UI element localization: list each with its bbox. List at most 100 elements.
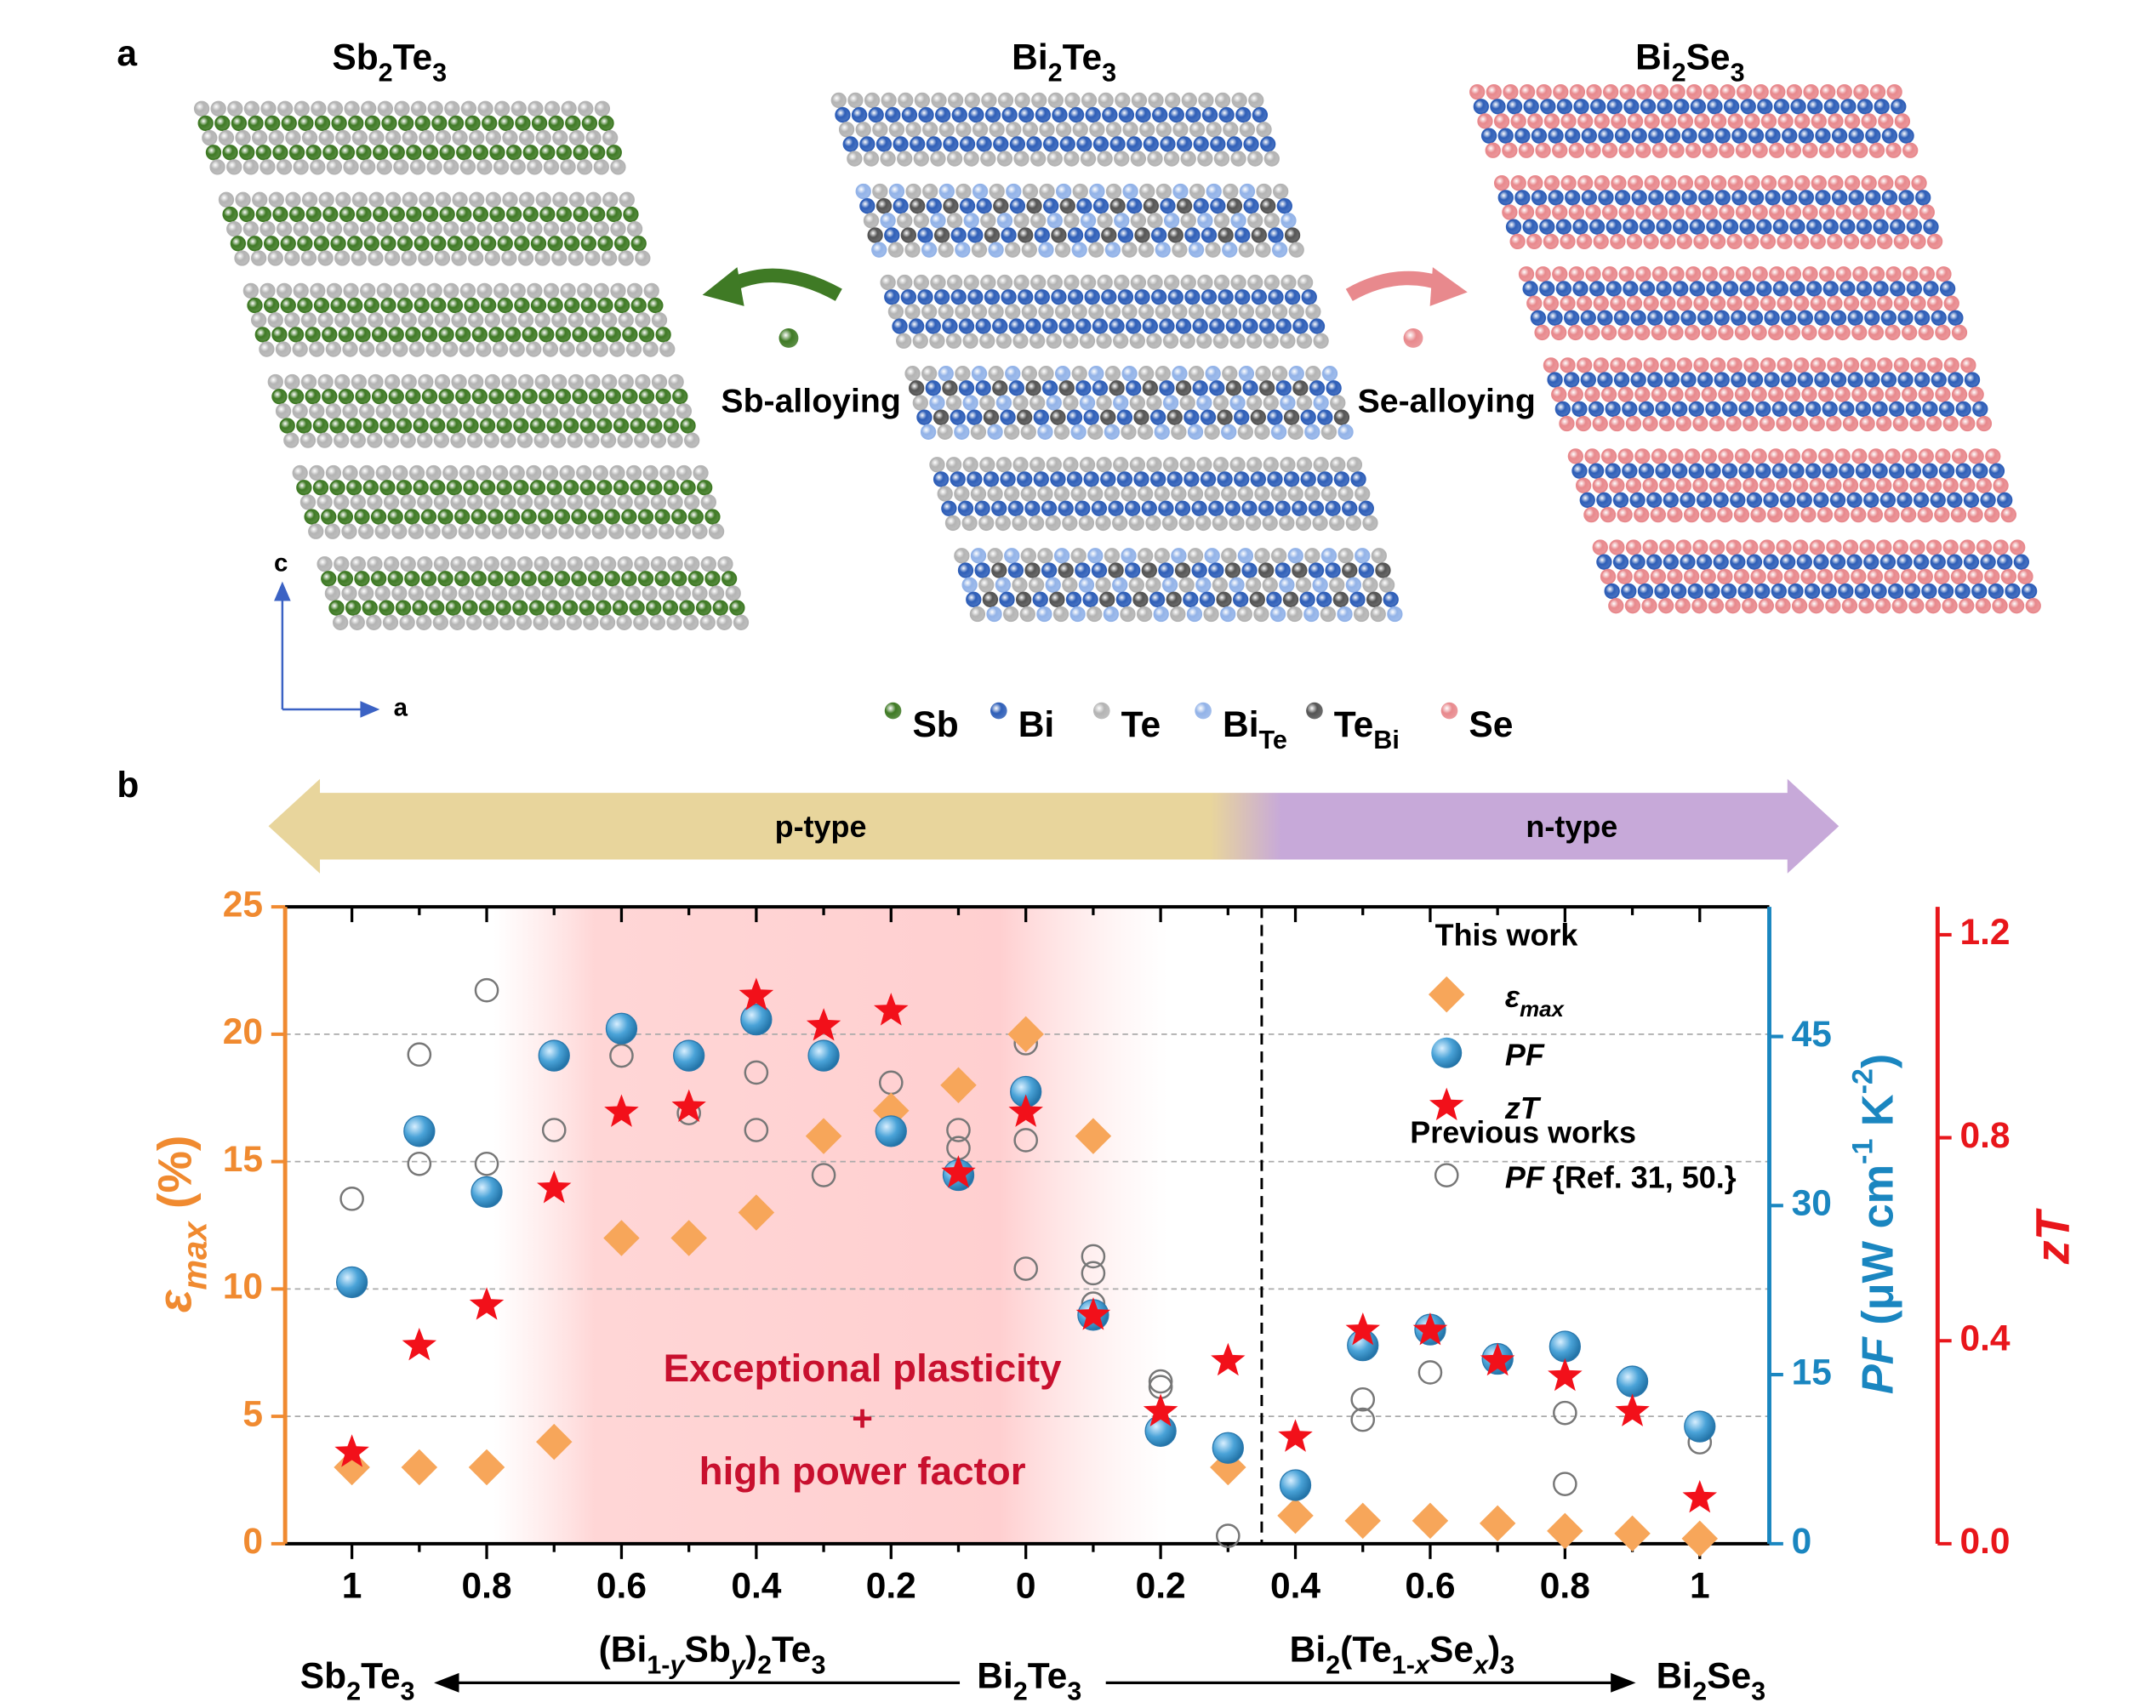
- atom: [529, 480, 546, 496]
- atom: [555, 388, 572, 405]
- atom: [1881, 190, 1898, 206]
- atom: [1846, 554, 1862, 570]
- atom: [430, 480, 446, 496]
- atom: [679, 600, 695, 616]
- atom: [1593, 357, 1609, 373]
- atom: [1053, 486, 1070, 502]
- atom: [1826, 415, 1842, 432]
- atom: [418, 373, 434, 390]
- atom: [1627, 175, 1644, 191]
- atom: [334, 494, 350, 510]
- atom: [1548, 128, 1564, 144]
- atom: [591, 523, 607, 539]
- atom: [929, 457, 945, 473]
- atom: [1785, 142, 1802, 158]
- atom: [1121, 242, 1138, 258]
- atom: [1502, 142, 1518, 158]
- sphere-point: [1549, 1330, 1581, 1363]
- atom: [459, 220, 476, 237]
- atom: [371, 388, 388, 405]
- atom: [974, 562, 990, 578]
- atom: [1688, 401, 1704, 418]
- atom: [576, 341, 592, 357]
- atom: [654, 571, 670, 587]
- atom: [297, 236, 313, 252]
- open-point: [1553, 1400, 1577, 1426]
- atom: [305, 327, 321, 343]
- star-point: [806, 1008, 841, 1041]
- atom: [1739, 281, 1755, 297]
- atom: [1776, 477, 1792, 493]
- atom: [974, 500, 990, 516]
- atom: [1012, 515, 1028, 532]
- atom: [1129, 395, 1146, 411]
- atom: [1810, 233, 1826, 250]
- atom: [496, 480, 512, 496]
- atom: [1727, 175, 1743, 191]
- atom: [1236, 606, 1252, 623]
- atom: [617, 555, 633, 572]
- atom: [1577, 175, 1594, 191]
- atom: [1237, 548, 1254, 564]
- atom: [1635, 204, 1651, 220]
- atom: [556, 145, 573, 161]
- atom: [1243, 198, 1259, 214]
- atom: [1622, 401, 1638, 418]
- atom: [467, 555, 483, 572]
- atom: [1584, 448, 1600, 464]
- atom: [294, 100, 310, 117]
- atom: [1326, 380, 1342, 396]
- atom: [1191, 500, 1207, 516]
- atom: [1740, 99, 1756, 115]
- atom: [1857, 99, 1874, 115]
- atom: [1586, 83, 1602, 100]
- atom: [659, 341, 676, 357]
- atom: [1734, 324, 1751, 341]
- atom: [552, 129, 568, 146]
- atom: [1641, 598, 1657, 614]
- atom: [904, 366, 921, 382]
- atom: [1651, 324, 1668, 341]
- atom: [505, 206, 522, 223]
- atom: [1556, 99, 1573, 115]
- atom: [1245, 577, 1262, 593]
- atom: [1923, 219, 1939, 235]
- atom: [1050, 471, 1066, 487]
- atom: [260, 159, 276, 175]
- atom: [1726, 295, 1742, 311]
- atom: [338, 388, 355, 405]
- atom: [1229, 515, 1245, 532]
- diamond-point: [805, 1118, 842, 1154]
- atom: [1830, 372, 1847, 388]
- atom: [393, 282, 409, 299]
- atom: [508, 523, 524, 539]
- atom: [880, 213, 896, 229]
- atom: [729, 600, 745, 616]
- atom: [1902, 142, 1919, 158]
- atom: [1212, 333, 1229, 349]
- atom: [1299, 591, 1315, 607]
- atom: [1162, 457, 1179, 473]
- atom: [1730, 554, 1746, 570]
- atom: [1703, 83, 1720, 100]
- atom: [1004, 424, 1020, 440]
- atom: [1659, 539, 1675, 555]
- atom: [1902, 324, 1918, 341]
- atom: [1309, 380, 1326, 396]
- legend-title: Previous works: [1410, 1115, 1636, 1150]
- atom: [414, 236, 430, 252]
- star-point: [941, 1155, 976, 1188]
- atom: [432, 614, 449, 630]
- atom: [546, 480, 562, 496]
- atom: [1007, 500, 1024, 516]
- atom: [988, 366, 1004, 382]
- atom: [904, 242, 921, 258]
- atom: [1332, 591, 1349, 607]
- atom: [391, 585, 408, 601]
- atom: [495, 600, 511, 616]
- atom: [1139, 122, 1155, 138]
- atom: [992, 380, 1008, 396]
- atom: [1909, 539, 1925, 555]
- atom: [917, 289, 933, 305]
- atom: [1618, 142, 1634, 158]
